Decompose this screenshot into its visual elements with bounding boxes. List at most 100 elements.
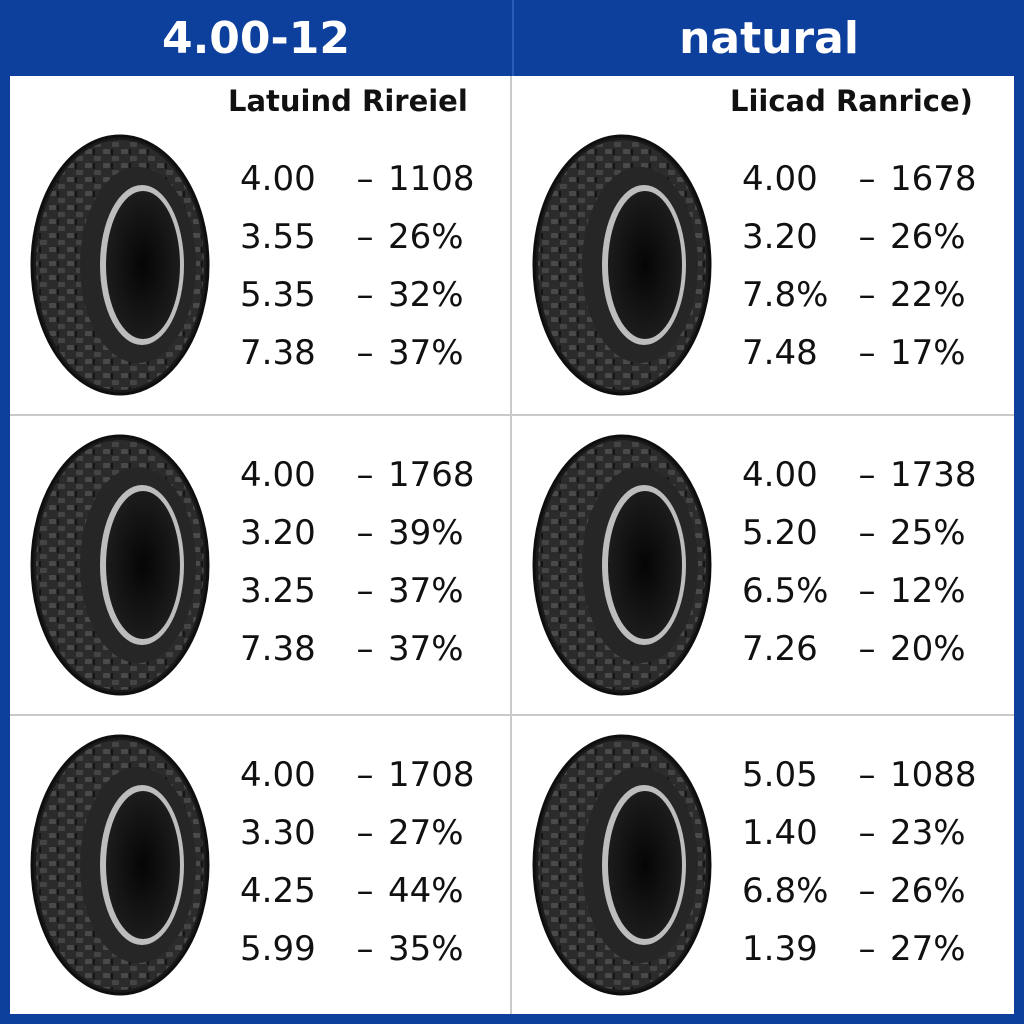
spec-size: 5.35 (240, 275, 316, 315)
spec-value: 20% (890, 629, 966, 669)
tire-icon (30, 434, 210, 696)
spec-row: 4.00–1768 (240, 446, 498, 504)
spec-list: 4.00–1738 5.20–25% 6.5% –12% 7.26–20% (742, 446, 1000, 678)
spec-separator: – (858, 275, 876, 315)
spec-separator: – (858, 455, 876, 495)
spec-separator: – (858, 871, 876, 911)
spec-size: 7.26 (742, 629, 818, 669)
spec-list: 4.00–1678 3.20–26% 7.8% –22% 7.48–17% (742, 150, 1000, 382)
spec-value: 32% (388, 275, 464, 315)
spec-size: 7.38 (240, 333, 316, 373)
spec-value: 25% (890, 513, 966, 553)
spec-size: 5.20 (742, 513, 818, 553)
spec-value: 27% (890, 929, 966, 969)
spec-row: 3.30–27% (240, 804, 498, 862)
spec-value: 1088 (890, 755, 977, 795)
spec-list: 4.00–1768 3.20–39% 3.25–37% 7.38–37% (240, 446, 498, 678)
spec-row: 7.48–17% (742, 324, 1000, 382)
spec-separator: – (356, 159, 374, 199)
spec-row: 1.40–23% (742, 804, 1000, 862)
spec-separator: – (356, 629, 374, 669)
tire-icon (532, 134, 712, 396)
spec-row: 3.20–39% (240, 504, 498, 562)
spec-size: 7.38 (240, 629, 316, 669)
spec-value: 44% (388, 871, 464, 911)
spec-row: 5.20–25% (742, 504, 1000, 562)
spec-size: 3.30 (240, 813, 316, 853)
spec-size: 4.00 (742, 159, 818, 199)
spec-separator: – (356, 513, 374, 553)
spec-size: 4.00 (240, 755, 316, 795)
spec-grid: Latuind Rireiel 4.00–1108 3.55–26% 5.35–… (10, 76, 1014, 1014)
spec-separator: – (356, 217, 374, 257)
tire-icon (532, 734, 712, 996)
spec-size: 1.40 (742, 813, 818, 853)
spec-row: 4.25–44% (240, 862, 498, 920)
spec-value: 1108 (388, 159, 475, 199)
spec-separator: – (356, 333, 374, 373)
spec-row: 7.38–37% (240, 620, 498, 678)
spec-separator: – (858, 217, 876, 257)
spec-list: 4.00–1108 3.55–26% 5.35–32% 7.38–37% (240, 150, 498, 382)
spec-size: 4.00 (240, 455, 316, 495)
spec-separator: – (858, 513, 876, 553)
tire-icon (30, 134, 210, 396)
spec-list: 5.05–1088 1.40–23% 6.8% –26% 1.39–27% (742, 746, 1000, 978)
spec-size: 6.5% (742, 571, 829, 611)
spec-separator: – (356, 755, 374, 795)
spec-value: 17% (890, 333, 966, 373)
spec-row: 6.5% –12% (742, 562, 1000, 620)
spec-value: 26% (890, 871, 966, 911)
spec-cell: 4.00–1738 5.20–25% 6.5% –12% 7.26–20% (512, 416, 1014, 716)
spec-separator: – (356, 813, 374, 853)
spec-separator: – (858, 755, 876, 795)
spec-cell: Latuind Rireiel 4.00–1108 3.55–26% 5.35–… (10, 76, 512, 416)
spec-size: 3.20 (742, 217, 818, 257)
header-title-right: natural (512, 0, 1024, 76)
spec-value: 37% (388, 571, 464, 611)
spec-value: 37% (388, 629, 464, 669)
spec-row: 3.20–26% (742, 208, 1000, 266)
header-title-left: 4.00-12 (161, 12, 351, 64)
spec-size: 4.25 (240, 871, 316, 911)
spec-size: 3.25 (240, 571, 316, 611)
spec-row: 6.8% –26% (742, 862, 1000, 920)
spec-value: 26% (388, 217, 464, 257)
spec-value: 1768 (388, 455, 475, 495)
tire-icon (30, 734, 210, 996)
spec-size: 1.39 (742, 929, 818, 969)
spec-value: 12% (890, 571, 966, 611)
spec-value: 39% (388, 513, 464, 553)
column-subtitle-left: Latuind Rireiel (228, 84, 468, 118)
spec-row: 7.26–20% (742, 620, 1000, 678)
spec-row: 5.35–32% (240, 266, 498, 324)
spec-value: 26% (890, 217, 966, 257)
spec-value: 35% (388, 929, 464, 969)
spec-value: 1678 (890, 159, 977, 199)
spec-row: 4.00–1708 (240, 746, 498, 804)
spec-row: 7.38–37% (240, 324, 498, 382)
spec-separator: – (858, 571, 876, 611)
spec-separator: – (858, 813, 876, 853)
spec-size: 4.00 (742, 455, 818, 495)
spec-row: 5.99–35% (240, 920, 498, 978)
spec-size: 3.20 (240, 513, 316, 553)
spec-separator: – (356, 275, 374, 315)
spec-value: 1738 (890, 455, 977, 495)
spec-size: 7.48 (742, 333, 818, 373)
spec-row: 4.00–1108 (240, 150, 498, 208)
spec-separator: – (858, 629, 876, 669)
spec-size: 5.99 (240, 929, 316, 969)
spec-value: 22% (890, 275, 966, 315)
spec-separator: – (858, 333, 876, 373)
spec-list: 4.00–1708 3.30–27% 4.25–44% 5.99–35% (240, 746, 498, 978)
spec-size: 6.8% (742, 871, 829, 911)
spec-size: 7.8% (742, 275, 829, 315)
spec-size: 5.05 (742, 755, 818, 795)
tire-icon (532, 434, 712, 696)
spec-row: 7.8% –22% (742, 266, 1000, 324)
spec-separator: – (356, 929, 374, 969)
spec-row: 4.00–1738 (742, 446, 1000, 504)
spec-size: 4.00 (240, 159, 316, 199)
